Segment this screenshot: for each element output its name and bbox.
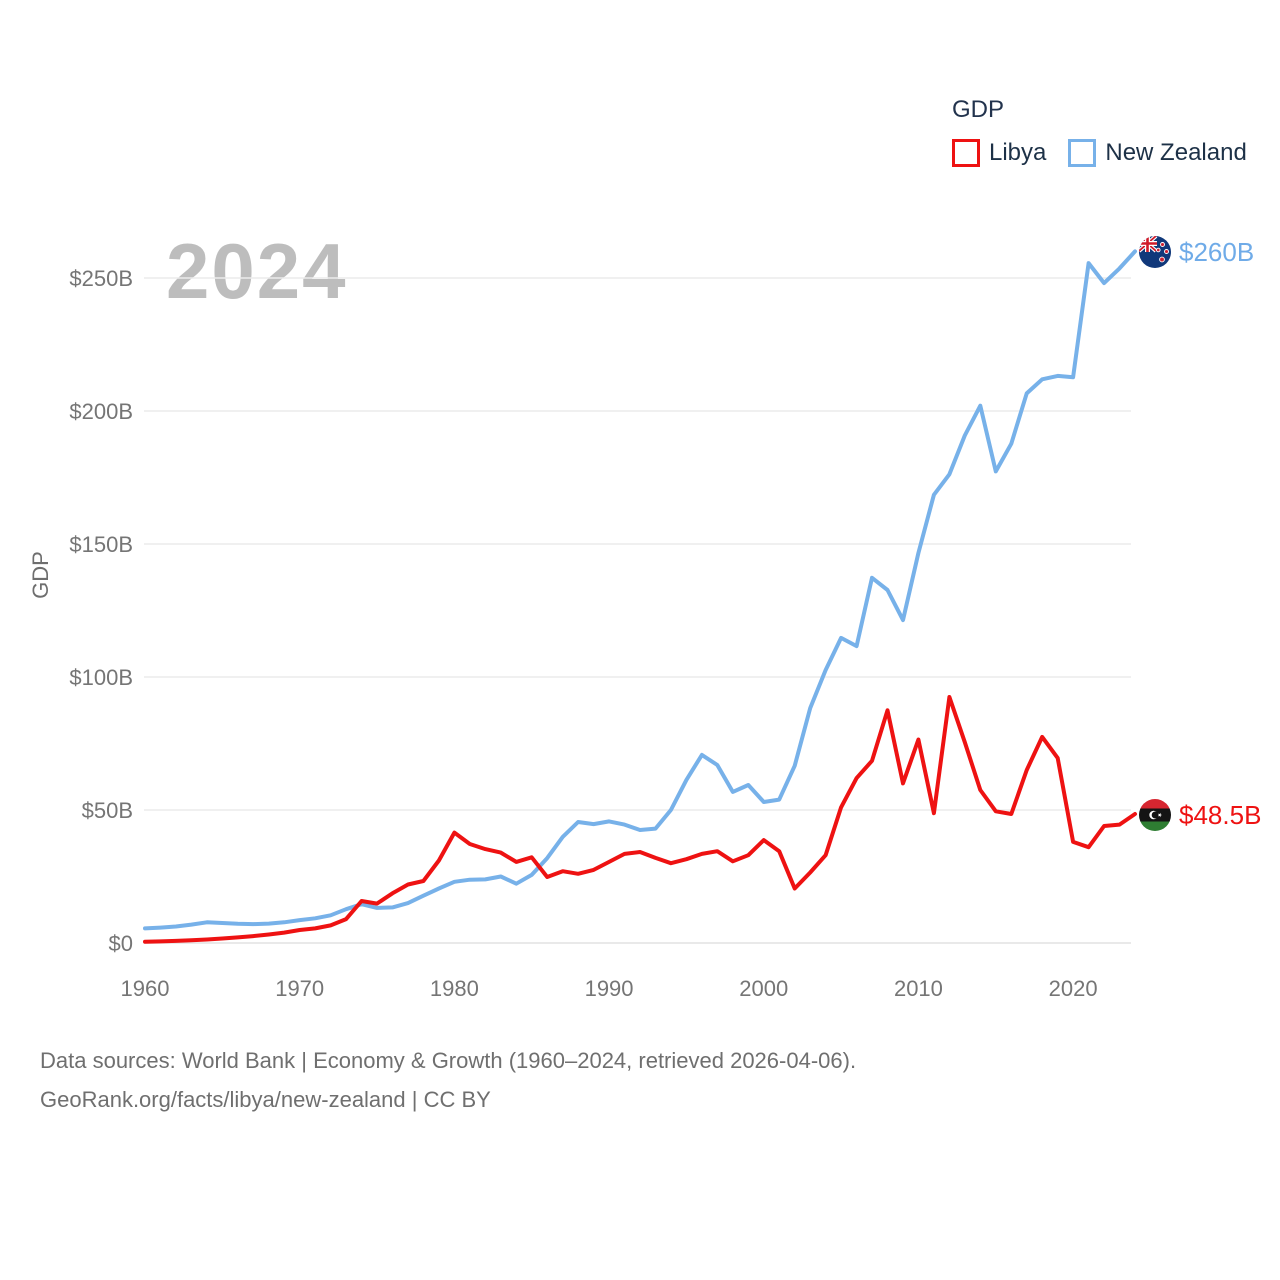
source-url-line: GeoRank.org/facts/libya/new-zealand | CC… [40, 1087, 491, 1112]
data-sources-line: Data sources: World Bank | Economy & Gro… [40, 1048, 857, 1073]
legend-item-libya[interactable]: Libya [952, 139, 1046, 167]
x-tick-label: 2000 [739, 976, 788, 1001]
libya-series-line [143, 695, 1137, 944]
libya-swatch-icon [952, 139, 980, 167]
x-tick-label: 1970 [275, 976, 324, 1001]
y-tick-label: $250B [69, 266, 133, 291]
y-tick-label: $200B [69, 399, 133, 424]
legend-title: GDP [952, 96, 1005, 123]
legend-item-label: New Zealand [1105, 139, 1247, 166]
y-tick-label: $50B [82, 798, 133, 823]
year-watermark: 2024 [166, 227, 348, 315]
libya-value: $48.5B [1179, 799, 1262, 830]
new-zealand-swatch-icon [1068, 139, 1097, 167]
x-tick-label: 1960 [121, 976, 170, 1001]
new-zealand-series-line [143, 249, 1137, 931]
new-zealand-value: $260B [1179, 236, 1255, 267]
legend-item-new-zealand[interactable]: New Zealand [1068, 139, 1247, 167]
footer-attribution: Data sources: World Bank | Economy & Gro… [40, 1041, 856, 1119]
legend-items: Libya New Zealand [952, 139, 1269, 167]
y-axis-title: GDP [28, 551, 53, 599]
new-zealand-flag-icon [1139, 236, 1171, 268]
libya-flag-icon [1139, 799, 1171, 831]
x-tick-label: 1990 [585, 976, 634, 1001]
x-tick-label: 1980 [430, 976, 479, 1001]
x-tick-label: 2020 [1049, 976, 1098, 1001]
x-tick-label: 2010 [894, 976, 943, 1001]
y-tick-label: $100B [69, 665, 133, 690]
y-tick-label: $150B [69, 532, 133, 557]
new-zealand-end-label: $260B [1139, 233, 1254, 271]
y-tick-label: $0 [109, 931, 133, 956]
legend-item-label: Libya [989, 139, 1047, 166]
legend: GDP Libya New Zealand [952, 96, 1269, 167]
libya-end-label: $48.5B [1139, 796, 1261, 834]
